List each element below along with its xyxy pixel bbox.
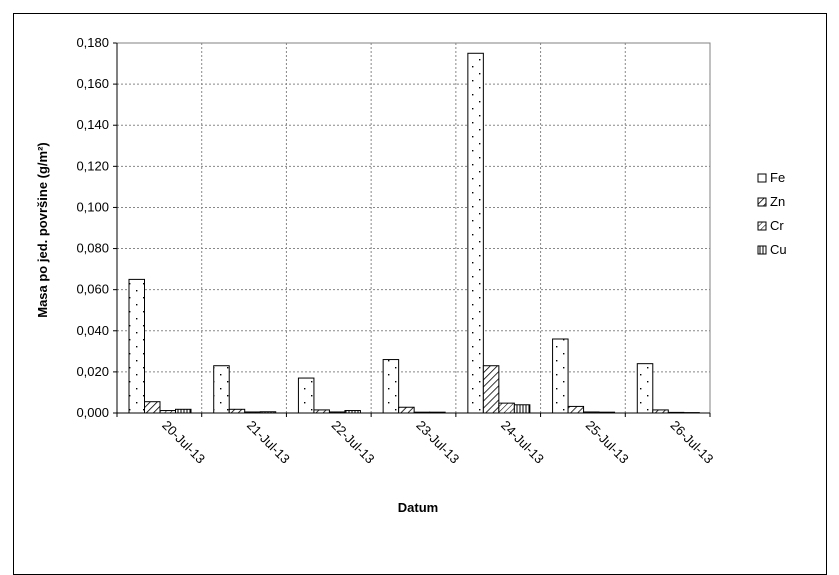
x-tick-label: 24-Jul-13 xyxy=(498,418,547,467)
bar-fe-26-Jul-13 xyxy=(637,364,653,413)
bar-fe-22-Jul-13 xyxy=(298,378,314,413)
x-tick-labels: 20-Jul-13 21-Jul-13 22-Jul-13 23-Jul-13 24-J… xyxy=(159,418,716,467)
x-tick-label: 22-Jul-13 xyxy=(329,418,378,467)
y-tick-label: 0,040 xyxy=(76,323,109,338)
bar-cr-24-Jul-13 xyxy=(499,403,515,413)
bar-zn-25-Jul-13 xyxy=(568,406,584,413)
y-tick-label: 0,060 xyxy=(76,282,109,297)
legend-swatch-zn xyxy=(758,198,766,206)
axes xyxy=(113,43,710,417)
bar-fe-20-Jul-13 xyxy=(129,279,145,413)
bar-fe-25-Jul-13 xyxy=(553,339,569,413)
x-tick-label: 20-Jul-13 xyxy=(159,418,208,467)
bar-fe-24-Jul-13 xyxy=(468,53,484,413)
x-tick-label: 23-Jul-13 xyxy=(413,418,462,467)
bar-fe-23-Jul-13 xyxy=(383,360,399,413)
y-tick-label: 0,160 xyxy=(76,76,109,91)
y-tick-label: 0,180 xyxy=(76,35,109,50)
y-tick-label: 0,020 xyxy=(76,364,109,379)
y-tick-label: 0,100 xyxy=(76,199,109,214)
bar-cu-20-Jul-13 xyxy=(176,409,192,413)
bar-cu-24-Jul-13 xyxy=(514,405,530,413)
bar-zn-20-Jul-13 xyxy=(145,402,161,413)
legend: Fe Zn Cr Cu xyxy=(758,170,787,257)
legend-label-cr: Cr xyxy=(770,218,784,233)
y-tick-label: 0,080 xyxy=(76,241,109,256)
legend-label-fe: Fe xyxy=(770,170,785,185)
bars xyxy=(129,53,699,413)
bar-zn-24-Jul-13 xyxy=(483,366,499,413)
bar-chart: 0,000 0,020 0,040 0,060 0,080 0,100 0,120 0,140… xyxy=(0,0,839,533)
gridlines xyxy=(117,43,710,413)
y-tick-label: 0,120 xyxy=(76,158,109,173)
legend-label-cu: Cu xyxy=(770,242,787,257)
y-tick-labels: 0,000 0,020 0,040 0,060 0,080 0,100 0,120 0,140… xyxy=(76,35,109,420)
legend-swatch-cu xyxy=(758,246,766,254)
x-tick-label: 25-Jul-13 xyxy=(583,418,632,467)
legend-label-zn: Zn xyxy=(770,194,785,209)
x-axis-title: Datum xyxy=(398,500,438,515)
y-axis-title: Masa po jed. površine (g/m²) xyxy=(35,142,50,318)
bar-fe-21-Jul-13 xyxy=(214,366,230,413)
legend-swatch-cr xyxy=(758,222,766,230)
bar-zn-21-Jul-13 xyxy=(229,409,245,413)
y-tick-label: 0,140 xyxy=(76,117,109,132)
y-tick-label: 0,000 xyxy=(76,405,109,420)
plot-border xyxy=(117,43,710,413)
bar-zn-23-Jul-13 xyxy=(399,407,415,413)
x-tick-label: 21-Jul-13 xyxy=(244,418,293,467)
x-tick-label: 26-Jul-13 xyxy=(668,418,717,467)
legend-swatch-fe xyxy=(758,174,766,182)
